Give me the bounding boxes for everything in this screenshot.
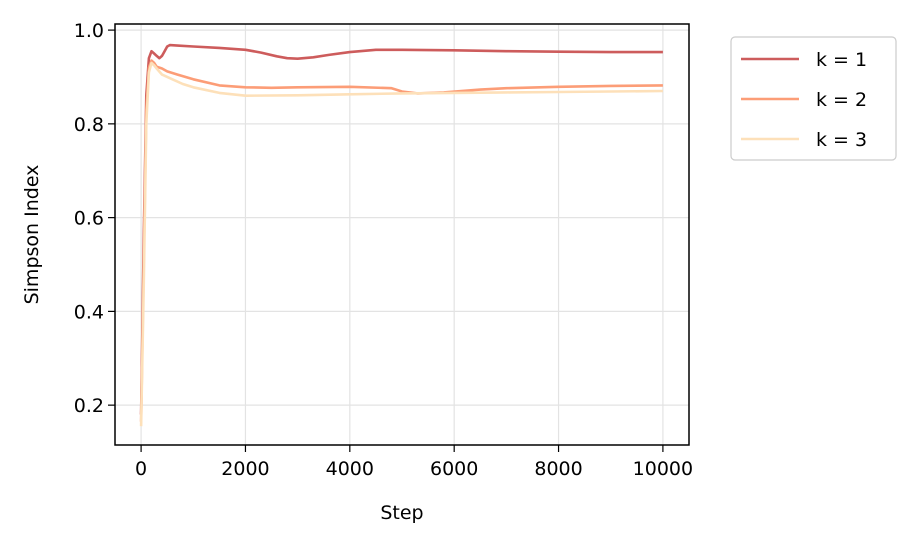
legend: k = 1 k = 2 k = 3: [730, 36, 897, 161]
legend-label-k2: k = 2: [816, 89, 867, 111]
legend-box: [730, 36, 897, 161]
x-tick-label: 8000: [534, 458, 582, 480]
y-tick-label: 1.0: [74, 20, 104, 42]
x-axis-ticks: 0 2000 4000 6000 8000 10000: [135, 445, 693, 480]
legend-label-k1: k = 1: [816, 49, 867, 71]
series-line-k2: [139, 59, 663, 422]
y-tick-label: 0.2: [74, 395, 104, 417]
y-axis-label: Simpson Index: [21, 165, 43, 305]
y-tick-label: 0.4: [74, 301, 104, 323]
series-line-k1: [139, 43, 663, 415]
x-tick-label: 0: [135, 458, 147, 480]
x-tick-label: 10000: [633, 458, 693, 480]
y-tick-label: 0.6: [74, 208, 104, 230]
series-line-k3: [139, 61, 663, 427]
y-tick-label: 0.8: [74, 114, 104, 136]
y-axis-ticks: 0.2 0.4 0.6 0.8 1.0: [74, 20, 115, 417]
x-tick-label: 4000: [326, 458, 374, 480]
series-lines: [139, 43, 663, 427]
plot-frame: [114, 23, 690, 446]
x-tick-label: 2000: [221, 458, 269, 480]
x-tick-label: 6000: [430, 458, 478, 480]
legend-label-k3: k = 3: [816, 129, 867, 151]
x-axis-label: Step: [380, 502, 423, 524]
